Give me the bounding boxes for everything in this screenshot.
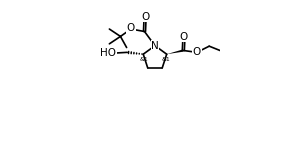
Text: O: O <box>180 32 188 42</box>
Polygon shape <box>167 49 183 54</box>
Text: O: O <box>127 23 135 33</box>
Text: &1: &1 <box>140 57 149 62</box>
Text: N: N <box>151 41 159 51</box>
Text: &1: &1 <box>162 57 170 62</box>
Text: HO: HO <box>100 48 116 58</box>
Text: O: O <box>193 47 201 57</box>
Text: O: O <box>141 12 149 22</box>
